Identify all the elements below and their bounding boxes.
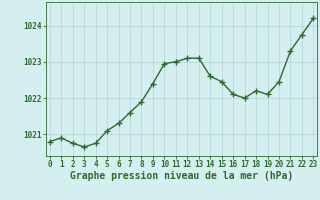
X-axis label: Graphe pression niveau de la mer (hPa): Graphe pression niveau de la mer (hPa) [70,171,293,181]
